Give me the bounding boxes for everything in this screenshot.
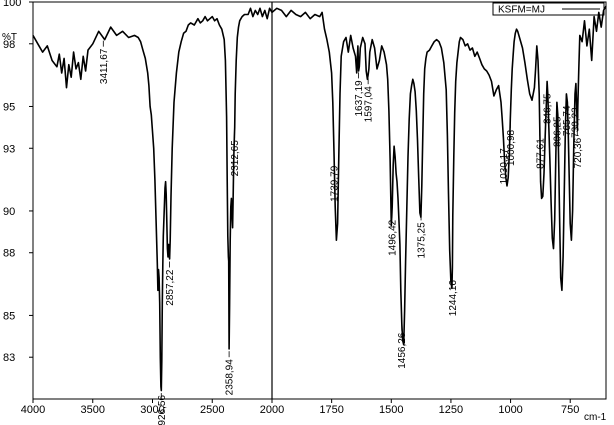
y-tick-label: 85 (3, 310, 15, 322)
peak-wavenumber-label: 1739,79 (330, 165, 341, 202)
peak-annotations: 3411,67 2926,56 2857,22 2358,94 2312,65 1739,… (99, 40, 584, 425)
plot-frame (32, 1, 607, 400)
x-tick-label: 3500 (81, 404, 105, 416)
peak-wavenumber-label: 1030,17 (499, 148, 510, 185)
legend: KSFM=MJ (492, 2, 605, 16)
peak-label-group: 1375,25 (417, 214, 428, 258)
peak-label-group: 2926,56 (157, 393, 168, 425)
peak-label-group: 1000,98 (506, 121, 517, 166)
peak-wavenumber-label: 730,23 (570, 107, 581, 138)
peak-label-group: 2857,22 (165, 261, 176, 306)
peak-wavenumber-label: 2926,56 (157, 395, 168, 425)
y-axis-label: %T (2, 32, 17, 43)
y-tick-label: 93 (3, 143, 15, 155)
y-tick-label: 90 (3, 206, 15, 218)
peak-wavenumber-label: 806,25 (552, 116, 563, 147)
peak-label-group: 1637,19 (354, 72, 365, 117)
x-tick-label: 1750 (319, 404, 343, 416)
peak-wavenumber-label: 3411,67 (99, 48, 110, 84)
peak-label-group: 1496,42 (388, 211, 399, 256)
peak-label-group: 765,74 (562, 97, 573, 136)
x-tick-label: 1000 (498, 404, 522, 416)
peak-wavenumber-label: 720,36 (573, 137, 584, 168)
peak-wavenumber-label: 1637,19 (354, 80, 365, 117)
x-tick-label: 2000 (260, 404, 284, 416)
peak-wavenumber-label: 1244,16 (448, 280, 459, 317)
y-tick-label: 98 (3, 39, 15, 51)
y-tick-label: 100 (3, 0, 21, 9)
legend-label: KSFM=MJ (498, 5, 545, 16)
x-tick-label: 4000 (21, 404, 45, 416)
peak-label-group: 720,36 (573, 129, 584, 168)
y-tick-label: 83 (3, 352, 15, 364)
peak-wavenumber-label: 1597,04 (364, 86, 375, 123)
peak-wavenumber-label: 1000,98 (506, 129, 517, 166)
x-tick-label: 2500 (200, 404, 224, 416)
x-axis-label: cm-1 (584, 412, 607, 423)
peak-label-group: 1597,04 (364, 78, 375, 122)
spectrum-series-line (32, 5, 607, 392)
peak-label-group: 846,75 (543, 85, 554, 124)
peak-label-group: 2358,94 (225, 351, 236, 395)
y-tick-label: 95 (3, 101, 15, 113)
peak-wavenumber-label: 877,61 (535, 138, 546, 169)
peak-label-group: 806,25 (552, 108, 563, 147)
peak-wavenumber-label: 765,74 (562, 105, 573, 136)
x-tick-label: 750 (561, 404, 579, 416)
peak-label-group: 1030,17 (499, 140, 510, 184)
peak-wavenumber-label: 846,75 (543, 93, 554, 124)
y-tick-label: 88 (3, 248, 15, 260)
peak-label-group: 1244,16 (448, 272, 459, 316)
peak-wavenumber-label: 2358,94 (225, 359, 236, 396)
peak-label-group: 730,23 (570, 99, 581, 138)
peak-wavenumber-label: 1456,26 (397, 332, 408, 369)
peak-label-group: 1456,26 (397, 324, 408, 369)
x-tick-label: 1500 (379, 404, 403, 416)
x-tick-label: 1250 (439, 404, 463, 416)
peak-label-group: 877,61 (535, 130, 546, 169)
y-axis: 83 85 88 90 93 95 98 100 (3, 0, 33, 364)
peak-wavenumber-label: 1375,25 (417, 222, 428, 259)
peak-wavenumber-label: 2312,65 (230, 140, 241, 177)
peak-label-group: 1739,79 (330, 157, 341, 202)
x-axis: 4000 3500 3000 2500 2000 1750 1500 1250 1000 750 (21, 399, 579, 416)
peak-label-group: 2312,65 (230, 132, 241, 176)
peak-wavenumber-label: 2857,22 (165, 269, 176, 306)
x-tick-label: 3000 (140, 404, 164, 416)
peak-wavenumber-label: 1496,42 (388, 219, 399, 256)
peak-label-group: 3411,67 (99, 40, 110, 84)
